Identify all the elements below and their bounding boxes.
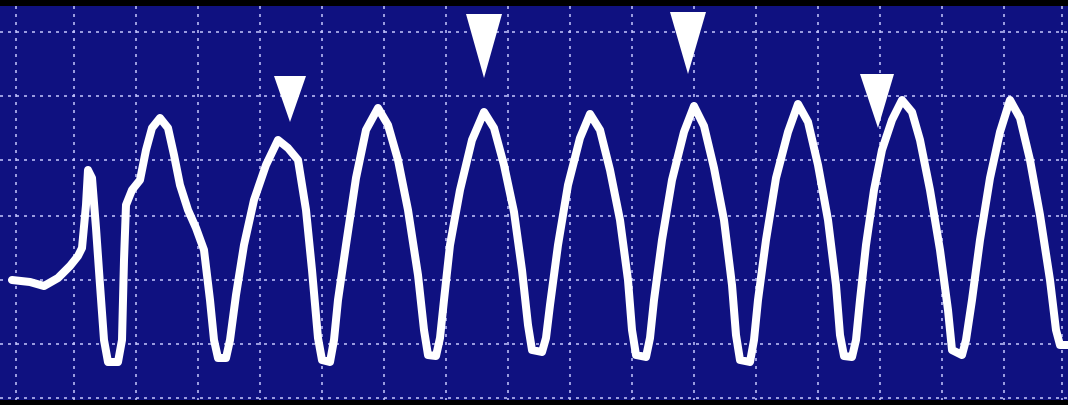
beat-markers [274, 12, 894, 128]
ecg-waveform-line [8, 96, 1068, 366]
downward-triangle-marker-icon [274, 76, 306, 122]
downward-triangle-marker-icon [670, 12, 706, 74]
monitor-screen-background [0, 6, 1068, 400]
ecg-trace [8, 96, 1068, 366]
downward-triangle-marker-icon [466, 14, 502, 78]
downward-triangle-marker-icon [860, 74, 894, 128]
